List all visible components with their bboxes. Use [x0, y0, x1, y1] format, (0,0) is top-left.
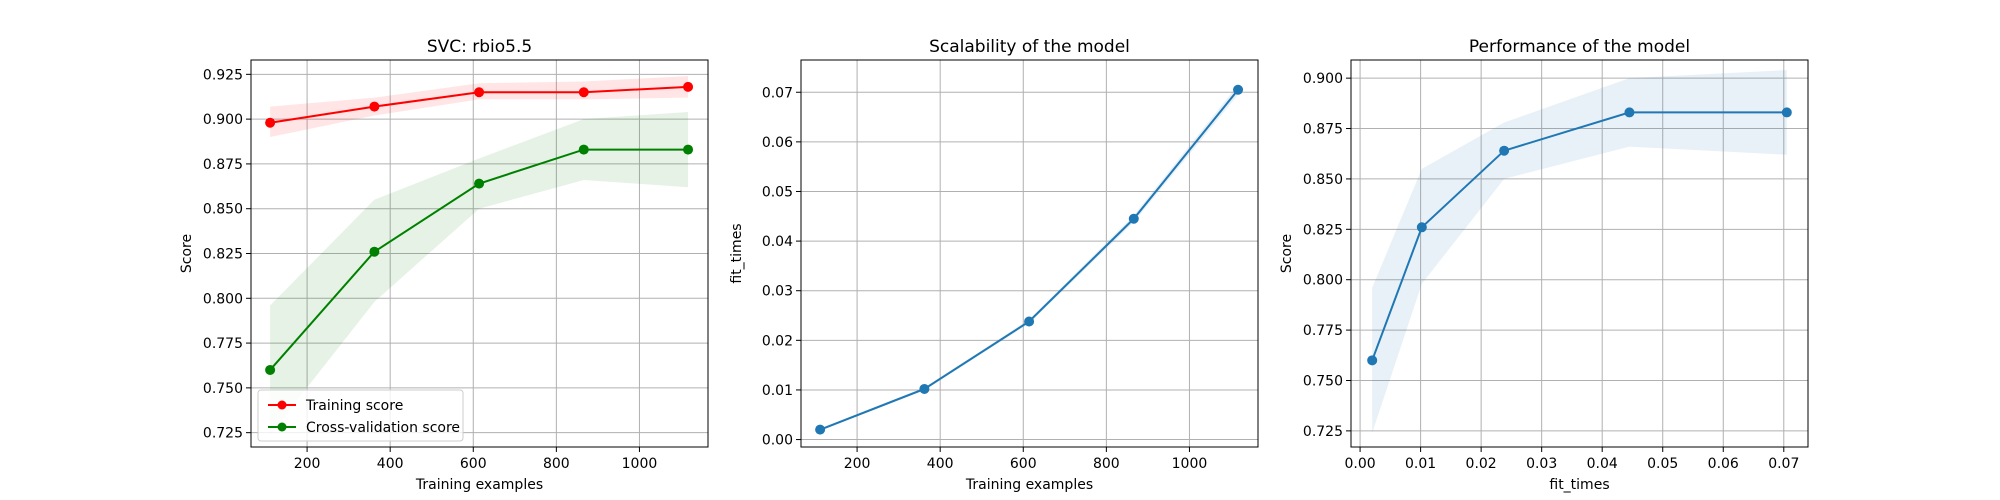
x-tick-label: 0.01 [1405, 456, 1436, 472]
cross-validation-score-band [270, 111, 689, 435]
series-points [815, 84, 1244, 435]
x-tick-label: 800 [1093, 456, 1120, 472]
y-tick-label: 0.02 [762, 333, 793, 349]
y-tick-label: 0.900 [203, 112, 243, 128]
x-tick-label: 0.05 [1647, 456, 1678, 472]
chart-title: Scalability of the model [929, 37, 1130, 57]
y-tick-label: 0.875 [1303, 122, 1343, 138]
x-tick-label: 400 [377, 456, 404, 472]
training-score-point [265, 117, 276, 128]
x-tick-label: 200 [294, 456, 321, 472]
x-tick-label: 800 [543, 456, 570, 472]
series-0-point [1367, 355, 1378, 366]
cross-validation-score-point [369, 246, 380, 257]
y-tick-label: 0.750 [1303, 373, 1343, 389]
ticks: 0.00 0.01 0.02 0.03 0.04 0.05 0.06 0.07 0.725 0.7… [1303, 71, 1799, 472]
y-tick-label: 0.825 [1303, 222, 1343, 238]
x-tick-label: 0.06 [1708, 456, 1739, 472]
y-tick-label: 0.925 [203, 67, 243, 83]
x-tick-label: 0.04 [1587, 456, 1618, 472]
y-tick-label: 0.800 [203, 291, 243, 307]
x-tick-label: 0.02 [1466, 456, 1497, 472]
y-tick-label: 0.03 [762, 284, 793, 300]
y-tick-label: 0.725 [1303, 424, 1343, 440]
x-tick-label: 400 [927, 456, 954, 472]
y-tick-label: 0.725 [203, 426, 243, 442]
legend: Training score Cross-validation score [257, 389, 464, 442]
y-axis-label: Score [1279, 234, 1295, 273]
legend-label-cv: Cross-validation score [306, 420, 460, 436]
y-tick-label: 0.875 [203, 157, 243, 173]
training-score-point [578, 87, 589, 98]
x-tick-label: 200 [844, 456, 871, 472]
y-tick-label: 0.900 [1303, 71, 1343, 87]
legend-marker-cv [277, 422, 287, 432]
series-points [265, 81, 694, 375]
series-points [1367, 107, 1792, 366]
series-0-point [1128, 213, 1139, 224]
x-tick-label: 0.00 [1344, 456, 1375, 472]
training-score-point [474, 87, 485, 98]
x-tick-label: 1000 [622, 456, 658, 472]
y-axis-label: fit_times [729, 223, 745, 283]
series-0-band [1372, 70, 1787, 433]
confidence-bands [1372, 70, 1787, 433]
ticks: 200 400 600 800 1000 0.725 0.750 0.775 0.800 0.82… [203, 67, 657, 472]
series-0-point [1781, 107, 1792, 118]
panel-scalability: 200 400 600 800 1000 0.00 0.01 0.02 0.03 0.04 0.05… [729, 37, 1259, 493]
x-tick-label: 0.07 [1768, 456, 1799, 472]
series-0-point [815, 424, 826, 435]
y-tick-label: 0.07 [762, 85, 793, 101]
series-0-point [1024, 316, 1035, 327]
grid [1351, 60, 1808, 447]
y-tick-label: 0.00 [762, 433, 793, 449]
x-axis-label: Training examples [415, 477, 543, 493]
y-tick-label: 0.750 [203, 381, 243, 397]
y-axis-label: Score [179, 234, 195, 273]
y-tick-label: 0.04 [762, 234, 793, 250]
series-0-point [1416, 222, 1427, 233]
chart-title: SVC: rbio5.5 [427, 37, 532, 57]
x-tick-label: 600 [460, 456, 487, 472]
series-0-point [1624, 107, 1635, 118]
y-tick-label: 0.800 [1303, 273, 1343, 289]
cross-validation-score-point [683, 144, 694, 155]
x-axis-label: fit_times [1549, 477, 1609, 493]
training-score-point [369, 101, 380, 112]
cross-validation-score-point [578, 144, 589, 155]
y-tick-label: 0.825 [203, 247, 243, 263]
series-0-point [919, 383, 930, 394]
y-tick-label: 0.850 [1303, 172, 1343, 188]
legend-box [257, 389, 464, 442]
legend-marker-training [277, 400, 287, 410]
axes-frame [1350, 59, 1809, 448]
series-0-point [1499, 145, 1510, 156]
x-tick-label: 1000 [1172, 456, 1208, 472]
y-tick-label: 0.850 [203, 202, 243, 218]
training-score-point [683, 81, 694, 92]
y-tick-label: 0.01 [762, 383, 793, 399]
x-axis-label: Training examples [965, 477, 1093, 493]
panel-performance: 0.00 0.01 0.02 0.03 0.04 0.05 0.06 0.07 0.725 0.7… [1279, 37, 1809, 493]
grid [251, 60, 708, 447]
grid [801, 60, 1258, 447]
axes-frame [800, 59, 1259, 448]
x-tick-label: 600 [1010, 456, 1037, 472]
series-0-point [1233, 84, 1244, 95]
y-tick-label: 0.06 [762, 135, 793, 151]
y-tick-label: 0.775 [1303, 323, 1343, 339]
x-tick-label: 0.03 [1526, 456, 1557, 472]
chart-title: Performance of the model [1469, 37, 1690, 57]
ticks: 200 400 600 800 1000 0.00 0.01 0.02 0.03 0.04 0.05… [762, 85, 1207, 472]
y-tick-label: 0.05 [762, 184, 793, 200]
panel-learning-curve: 200 400 600 800 1000 0.725 0.750 0.775 0.800 0.82… [179, 37, 709, 493]
cross-validation-score-point [265, 364, 276, 375]
legend-label-training: Training score [305, 398, 403, 414]
y-tick-label: 0.775 [203, 336, 243, 352]
cross-validation-score-point [474, 178, 485, 189]
